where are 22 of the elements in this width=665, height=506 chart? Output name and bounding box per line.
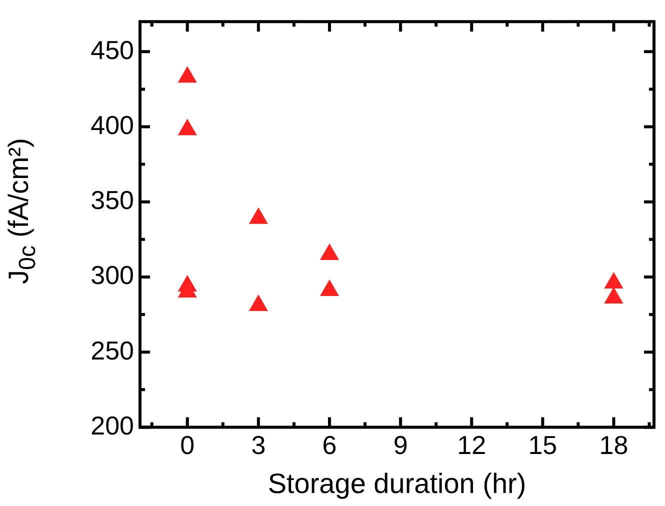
y-tick-label: 350 [90, 185, 134, 216]
x-tick-label: 9 [393, 430, 408, 460]
point [604, 287, 624, 304]
x-tick-label: 18 [599, 430, 628, 460]
point [178, 66, 197, 83]
y-tick-label: 250 [90, 335, 134, 366]
x-tick-label: 6 [322, 430, 337, 460]
x-tick-label: 3 [251, 430, 266, 460]
y-tick-label: 400 [90, 110, 134, 140]
point [178, 118, 197, 136]
point [604, 272, 624, 288]
x-tick-label: 15 [528, 430, 558, 460]
x-tick-label: 12 [457, 430, 486, 460]
point [248, 294, 268, 312]
y-tick-label: 450 [90, 34, 134, 65]
point [248, 207, 268, 224]
y-tick-label: 200 [90, 410, 134, 440]
x-axis-title: Storage duration (hr) [268, 468, 526, 499]
point [320, 280, 340, 296]
y-tick-label: 300 [90, 260, 134, 290]
x-tick-label: 0 [180, 430, 195, 460]
point [320, 243, 340, 260]
